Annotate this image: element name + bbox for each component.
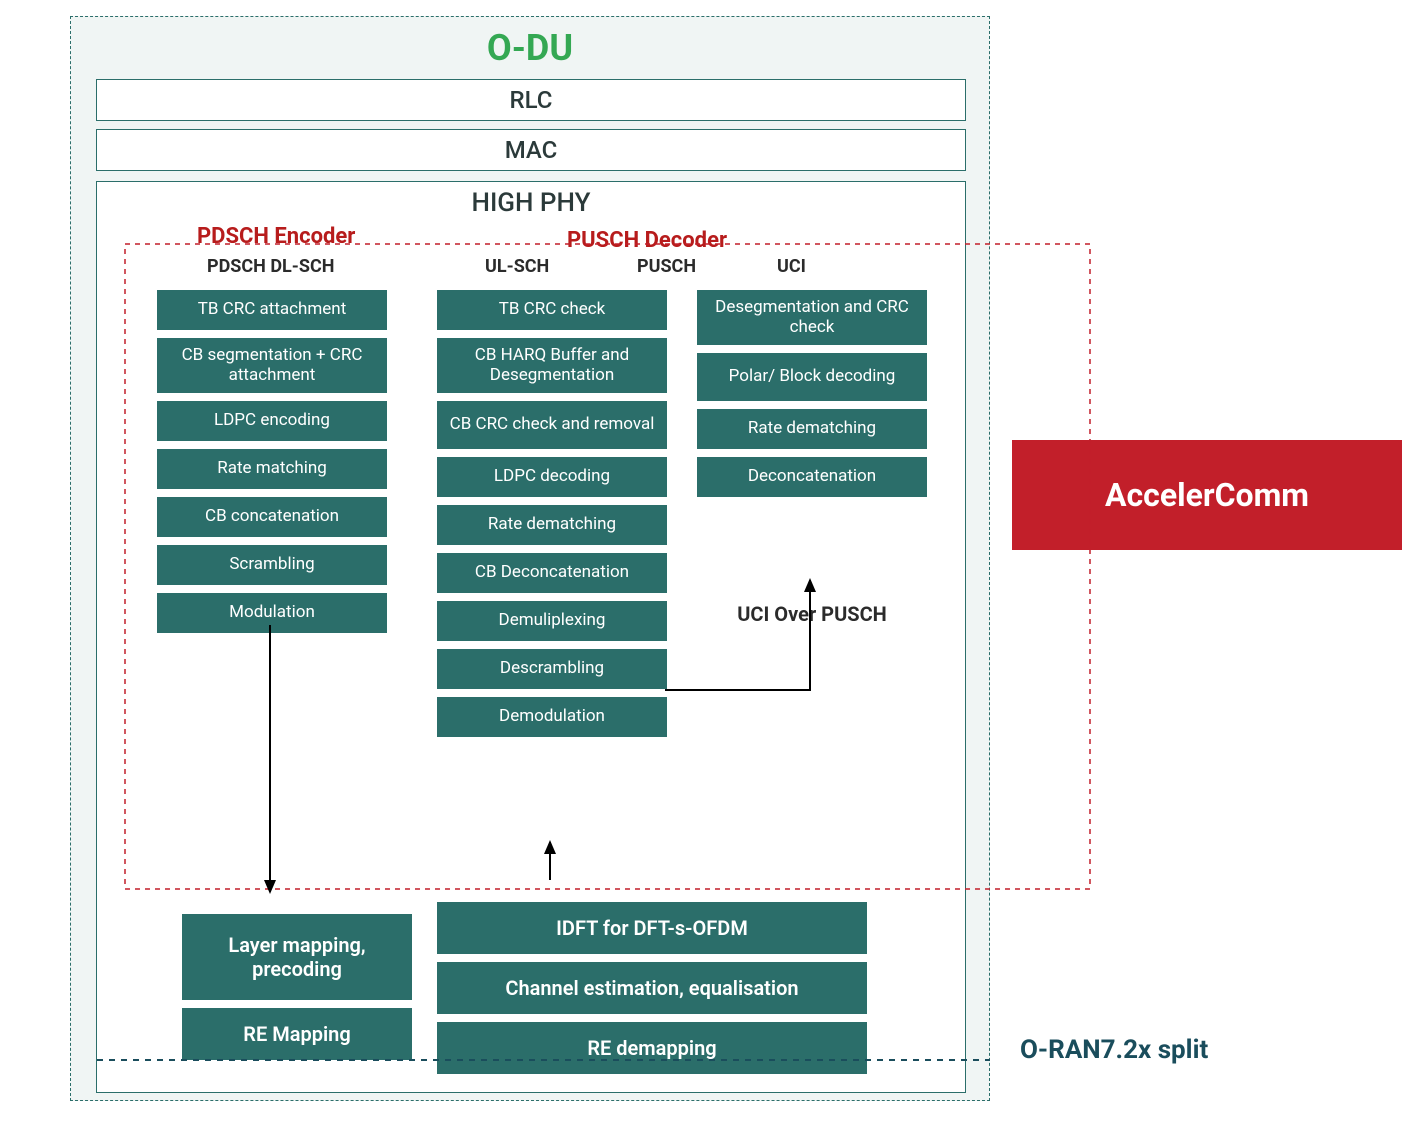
odu-container: O-DU RLC MAC HIGH PHY PDSCH Encoder PUSC… [70, 16, 990, 1101]
uci-over-pusch-label: UCI Over PUSCH [697, 602, 927, 626]
ulsch-column: TB CRC check CB HARQ Buffer and Desegmen… [437, 290, 667, 737]
oran-split-label: O-RAN7.2x split [1020, 1035, 1208, 1065]
ulsch-block: TB CRC check [437, 290, 667, 330]
uci-block: Desegmentation and CRC check [697, 290, 927, 345]
re-mapping-block: RE Mapping [182, 1008, 412, 1060]
layer-mapping-block: Layer mapping, precoding [182, 914, 412, 1000]
uci-block: Polar/ Block decoding [697, 353, 927, 401]
ulsch-block: CB Deconcatenation [437, 553, 667, 593]
pdsch-block: Rate matching [157, 449, 387, 489]
pdsch-block: CB concatenation [157, 497, 387, 537]
sub-ulsch-label: UL-SCH [485, 256, 549, 277]
uci-block: Rate dematching [697, 409, 927, 449]
sub-pusch-label: PUSCH [637, 256, 696, 277]
pusch-decoder-label: PUSCH Decoder [567, 228, 727, 253]
pdsch-block: Modulation [157, 593, 387, 633]
pdsch-block: TB CRC attachment [157, 290, 387, 330]
ulsch-block: Demodulation [437, 697, 667, 737]
uci-column: Desegmentation and CRC check Polar/ Bloc… [697, 290, 927, 497]
re-demapping-block: RE demapping [437, 1022, 867, 1074]
high-phy-title: HIGH PHY [97, 188, 965, 218]
pdsch-block: Scrambling [157, 545, 387, 585]
ulsch-block: LDPC decoding [437, 457, 667, 497]
bottom-left-blocks: Layer mapping, precoding RE Mapping [182, 914, 412, 1060]
pdsch-block: LDPC encoding [157, 401, 387, 441]
accelercomm-box: AccelerComm [1012, 440, 1402, 550]
idft-block: IDFT for DFT-s-OFDM [437, 902, 867, 954]
pdsch-block: CB segmentation + CRC attachment [157, 338, 387, 393]
pdsch-column: TB CRC attachment CB segmentation + CRC … [157, 290, 387, 633]
bottom-right-blocks: IDFT for DFT-s-OFDM Channel estimation, … [437, 902, 867, 1074]
rlc-layer: RLC [96, 79, 966, 121]
diagram-canvas: O-DU RLC MAC HIGH PHY PDSCH Encoder PUSC… [0, 0, 1417, 1125]
mac-layer: MAC [96, 129, 966, 171]
ulsch-block: Rate dematching [437, 505, 667, 545]
ulsch-block: CB CRC check and removal [437, 401, 667, 449]
sub-uci-label: UCI [777, 256, 806, 277]
odu-title: O-DU [71, 27, 989, 69]
uci-block: Deconcatenation [697, 457, 927, 497]
ulsch-block: Demuliplexing [437, 601, 667, 641]
sub-pdsch-label: PDSCH DL-SCH [207, 256, 334, 277]
pdsch-encoder-label: PDSCH Encoder [197, 224, 355, 249]
high-phy-container: HIGH PHY PDSCH Encoder PUSCH Decoder PDS… [96, 181, 966, 1093]
ulsch-block: Descrambling [437, 649, 667, 689]
channel-est-block: Channel estimation, equalisation [437, 962, 867, 1014]
ulsch-block: CB HARQ Buffer and Desegmentation [437, 338, 667, 393]
